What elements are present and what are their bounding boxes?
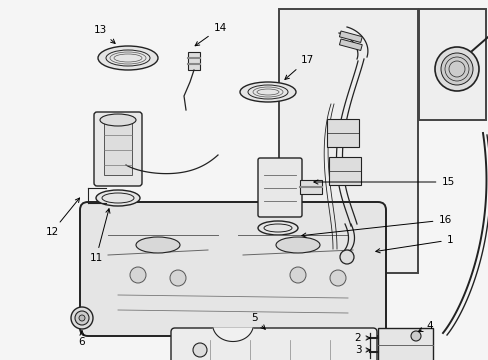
Text: 16: 16	[301, 215, 451, 237]
FancyBboxPatch shape	[258, 158, 302, 217]
Ellipse shape	[275, 237, 319, 253]
Circle shape	[289, 267, 305, 283]
Ellipse shape	[258, 221, 297, 235]
Circle shape	[339, 250, 353, 264]
Bar	[326, 119, 358, 147]
Ellipse shape	[96, 190, 140, 206]
Text: 11: 11	[89, 209, 110, 263]
Ellipse shape	[100, 114, 136, 126]
Text: 15: 15	[313, 177, 454, 187]
Circle shape	[130, 267, 146, 283]
Text: 3: 3	[354, 345, 369, 355]
Text: 5: 5	[250, 313, 264, 329]
Text: 14: 14	[195, 23, 226, 46]
Text: 6: 6	[79, 331, 85, 347]
Bar	[339, 39, 362, 50]
Polygon shape	[213, 328, 252, 342]
Text: 12: 12	[45, 198, 80, 237]
Text: 9: 9	[0, 359, 1, 360]
Text: 9: 9	[0, 359, 1, 360]
Bar	[104, 123, 132, 175]
Circle shape	[440, 53, 472, 85]
Text: 17: 17	[285, 55, 313, 80]
Circle shape	[410, 331, 420, 341]
Bar	[299, 180, 321, 194]
Ellipse shape	[98, 46, 158, 70]
Circle shape	[434, 47, 478, 91]
FancyBboxPatch shape	[171, 328, 376, 360]
Ellipse shape	[240, 82, 295, 102]
Bar	[187, 52, 200, 70]
Bar	[339, 31, 362, 42]
Bar	[418, 9, 485, 120]
Text: 10: 10	[0, 359, 1, 360]
Text: 13: 13	[93, 25, 115, 44]
Circle shape	[170, 270, 185, 286]
Circle shape	[79, 315, 85, 321]
FancyBboxPatch shape	[80, 202, 385, 336]
Circle shape	[329, 270, 346, 286]
Text: 7: 7	[0, 359, 1, 360]
Text: 1: 1	[375, 235, 452, 253]
Circle shape	[71, 307, 93, 329]
Text: 4: 4	[418, 321, 432, 332]
Circle shape	[193, 343, 206, 357]
Bar	[279, 9, 417, 273]
Text: 2: 2	[354, 333, 369, 343]
FancyBboxPatch shape	[94, 112, 142, 186]
Ellipse shape	[136, 237, 180, 253]
Text: 8: 8	[0, 359, 1, 360]
Circle shape	[75, 311, 89, 325]
Bar	[377, 328, 432, 360]
Bar	[328, 157, 360, 185]
